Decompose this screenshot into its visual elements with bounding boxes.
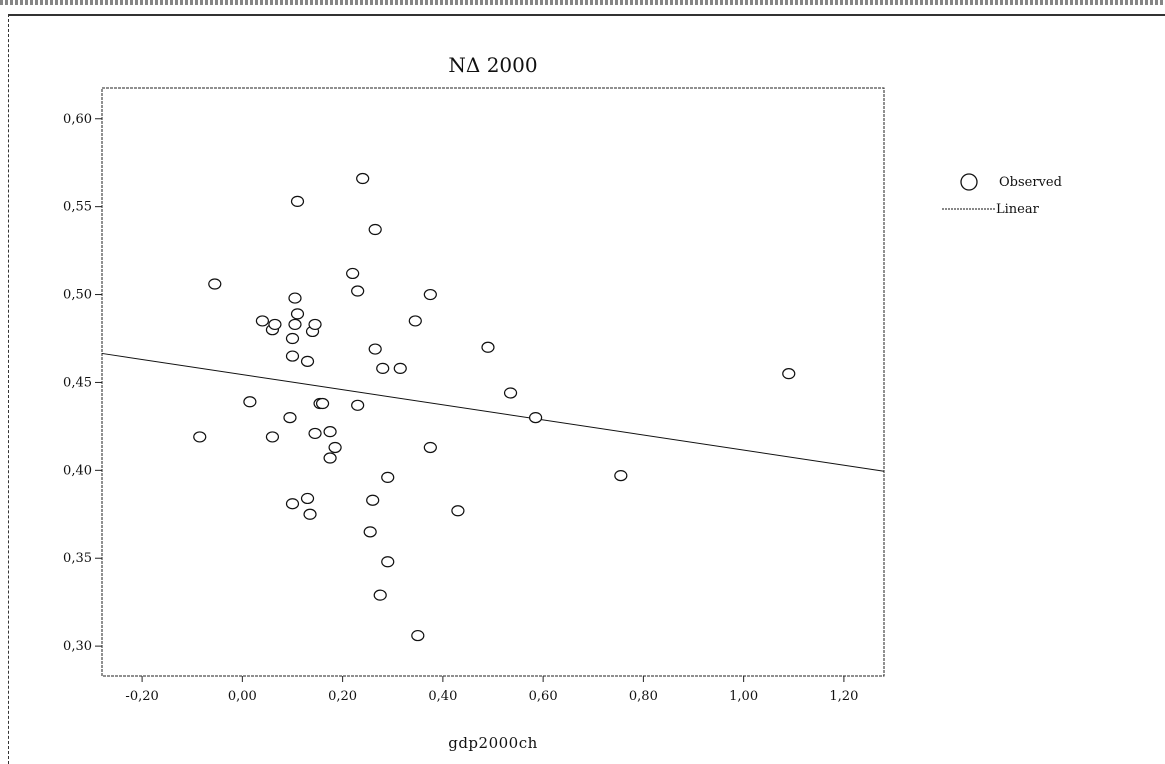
fit-line-layer (102, 353, 884, 471)
plot-area (102, 88, 884, 676)
data-point (424, 442, 436, 452)
y-tick-label: 0,40 (63, 463, 92, 478)
data-point (209, 279, 221, 289)
legend-linear-label: Linear (996, 202, 1040, 217)
data-point (329, 442, 341, 452)
y-axis: 0,30 0,35 0,40 0,45 0,50 0,55 0,60 (63, 112, 102, 654)
data-point (409, 316, 421, 326)
data-point (286, 351, 298, 361)
data-point (256, 316, 268, 326)
points-layer (194, 174, 795, 641)
data-point (347, 268, 359, 278)
y-tick-label: 0,60 (63, 112, 92, 127)
data-point (357, 174, 369, 184)
legend-observed-marker (961, 174, 977, 190)
x-axis-label: gdp2000ch (448, 734, 538, 752)
data-point (309, 319, 321, 329)
x-axis: -0,20 0,00 0,20 0,40 0,60 0,80 1,00 1,20 (125, 676, 858, 704)
data-point (369, 225, 381, 235)
y-tick-label: 0,45 (63, 375, 92, 390)
data-point (302, 493, 314, 503)
y-tick-label: 0,50 (63, 288, 92, 303)
x-tick-label: 1,00 (729, 689, 758, 704)
data-point (292, 309, 304, 319)
data-point (352, 400, 364, 410)
data-point (286, 499, 298, 509)
data-point (194, 432, 206, 442)
x-tick-label: 0,20 (328, 689, 357, 704)
data-point (317, 399, 329, 409)
data-point (412, 631, 424, 641)
linear-fit-line (102, 353, 884, 471)
x-tick-label: 1,20 (829, 689, 858, 704)
data-point (530, 413, 542, 423)
data-point (302, 356, 314, 366)
data-point (309, 428, 321, 438)
data-point (244, 397, 256, 407)
data-point (424, 290, 436, 300)
data-point (369, 344, 381, 354)
data-point (324, 453, 336, 463)
x-tick-label: 0,40 (428, 689, 457, 704)
legend: Observed Linear (942, 174, 1062, 217)
data-point (452, 506, 464, 516)
data-point (289, 319, 301, 329)
data-point (482, 342, 494, 352)
data-point (505, 388, 517, 398)
data-point (284, 413, 296, 423)
x-tick-label: -0,20 (125, 689, 158, 704)
data-point (394, 363, 406, 373)
y-tick-label: 0,30 (63, 639, 92, 654)
x-tick-label: 0,60 (529, 689, 558, 704)
legend-observed-label: Observed (999, 175, 1062, 190)
chart-title: ΝΔ 2000 (448, 53, 537, 77)
data-point (304, 509, 316, 519)
data-point (382, 557, 394, 567)
data-point (292, 196, 304, 206)
data-point (324, 427, 336, 437)
y-tick-label: 0,35 (63, 551, 92, 566)
data-point (364, 527, 376, 537)
data-point (615, 471, 627, 481)
x-tick-label: 0,00 (228, 689, 257, 704)
data-point (286, 333, 298, 343)
data-point (377, 363, 389, 373)
data-point (269, 319, 281, 329)
data-point (289, 293, 301, 303)
data-point (266, 432, 278, 442)
data-point (374, 590, 386, 600)
y-tick-label: 0,55 (63, 200, 92, 215)
data-point (352, 286, 364, 296)
x-tick-label: 0,80 (629, 689, 658, 704)
data-point (382, 472, 394, 482)
data-point (783, 369, 795, 379)
data-point (367, 495, 379, 505)
